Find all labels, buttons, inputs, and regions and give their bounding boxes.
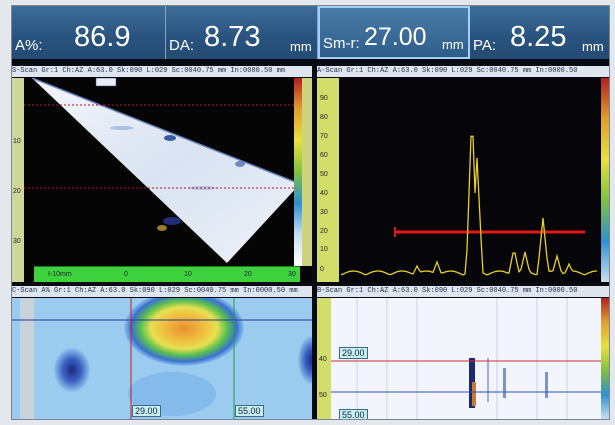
- cscan-cursor-ref-label[interactable]: 29.00: [132, 405, 161, 417]
- readout-label: A%:: [15, 37, 43, 54]
- ruler-tick: 30: [320, 209, 328, 216]
- sscan-view[interactable]: 10 20 30: [12, 78, 312, 282]
- readout-sound-path[interactable]: Sm-r: 27.00 mm: [318, 6, 470, 59]
- ruler-tick: 30: [288, 271, 296, 278]
- ruler-tick: 80: [320, 114, 328, 121]
- sscan-sector: [32, 78, 300, 263]
- ruler-tick: 10: [320, 246, 328, 253]
- readout-depth[interactable]: DA: 8.73 mm: [166, 6, 318, 59]
- indication-mark: [163, 217, 181, 225]
- ruler-tick: 70: [320, 133, 328, 140]
- ascan-color-palette: [601, 78, 609, 282]
- ruler-tick: 40: [319, 356, 327, 363]
- ruler-tick: 60: [320, 152, 328, 159]
- ruler-tick: 0: [124, 271, 128, 278]
- defect-indication: [124, 298, 244, 366]
- ruler-tick: 90: [320, 95, 328, 102]
- readout-value: 86.9: [74, 21, 131, 53]
- dscan-view[interactable]: 40 50 29.00 55.00: [317, 298, 609, 419]
- ruler-tick: 40: [320, 190, 328, 197]
- ruler-tick: 50: [319, 392, 327, 399]
- sscan-palette-scale: [302, 78, 312, 266]
- dscan-depth-ruler: 40 50: [317, 298, 331, 419]
- cscan-cursor-meas-label[interactable]: 55.00: [235, 405, 264, 417]
- cscan-header: C-Scan A% Gr:1 Ch:AZ A:63.0 Sk:090 L:029…: [12, 286, 312, 297]
- ruler-tick: 10: [184, 271, 192, 278]
- sscan-image: [24, 78, 312, 263]
- readout-value: 8.73: [204, 21, 261, 53]
- ascan-view[interactable]: 0 10 20 30 40 50 60 70 80 90: [317, 78, 609, 282]
- ruler-tick: 50: [320, 171, 328, 178]
- dscan-image: [331, 298, 601, 419]
- cscan-image: [12, 298, 312, 419]
- sscan-header: S-Scan Gr:1 Ch:AZ A:63.0 Sk:090 L:029 Sc…: [12, 66, 312, 77]
- ruler-tick: I-10mm: [48, 271, 72, 278]
- dscan-cursor-meas-label[interactable]: 55.00: [339, 409, 368, 419]
- readout-label: PA:: [473, 37, 497, 54]
- cscan-view[interactable]: 29.00 55.00: [12, 298, 312, 419]
- ruler-tick: 0: [320, 266, 324, 273]
- readout-label: Sm-r:: [323, 35, 360, 52]
- readout-value: 27.00: [364, 23, 427, 51]
- readout-label: DA:: [169, 37, 195, 54]
- ruler-tick: 20: [320, 228, 328, 235]
- flaw-detector-screen: A%: 86.9 DA: 8.73 mm Sm-r: 27.00 mm PA: …: [11, 5, 610, 420]
- ascan-amplitude-ruler: 0 10 20 30 40 50 60 70 80 90: [317, 78, 339, 282]
- readout-unit: mm: [290, 39, 312, 54]
- sscan-depth-ruler: 10 20 30: [12, 78, 24, 282]
- dscan-color-palette: [601, 298, 609, 419]
- dscan-header: B-Scan Gr:1 Ch:AZ A:63.0 Sk:090 L:029 Sc…: [317, 286, 609, 297]
- indication-mark: [164, 135, 176, 141]
- ruler-tick: 20: [244, 271, 252, 278]
- ascan-header: A-Scan Gr:1 Ch:AZ A:63.0 Sk:090 L:029 Sc…: [317, 66, 609, 77]
- sscan-color-palette: [294, 78, 302, 266]
- ruler-tick: 20: [13, 188, 21, 195]
- sscan-index-ruler: I-10mm 0 10 20 30: [34, 266, 300, 282]
- ascan-trace: [340, 135, 598, 276]
- readout-value: 8.25: [510, 21, 567, 53]
- readout-unit: mm: [582, 39, 604, 54]
- readout-amplitude[interactable]: A%: 86.9: [12, 6, 166, 59]
- readout-projection[interactable]: PA: 8.25 mm: [470, 6, 609, 59]
- ruler-tick: 30: [13, 238, 21, 245]
- readout-unit: mm: [442, 37, 464, 52]
- ruler-tick: 10: [13, 138, 21, 145]
- readout-bar: A%: 86.9 DA: 8.73 mm Sm-r: 27.00 mm PA: …: [12, 6, 609, 59]
- ascan-waveform-plot: [340, 135, 598, 276]
- dscan-cursor-ref-label[interactable]: 29.00: [339, 347, 368, 359]
